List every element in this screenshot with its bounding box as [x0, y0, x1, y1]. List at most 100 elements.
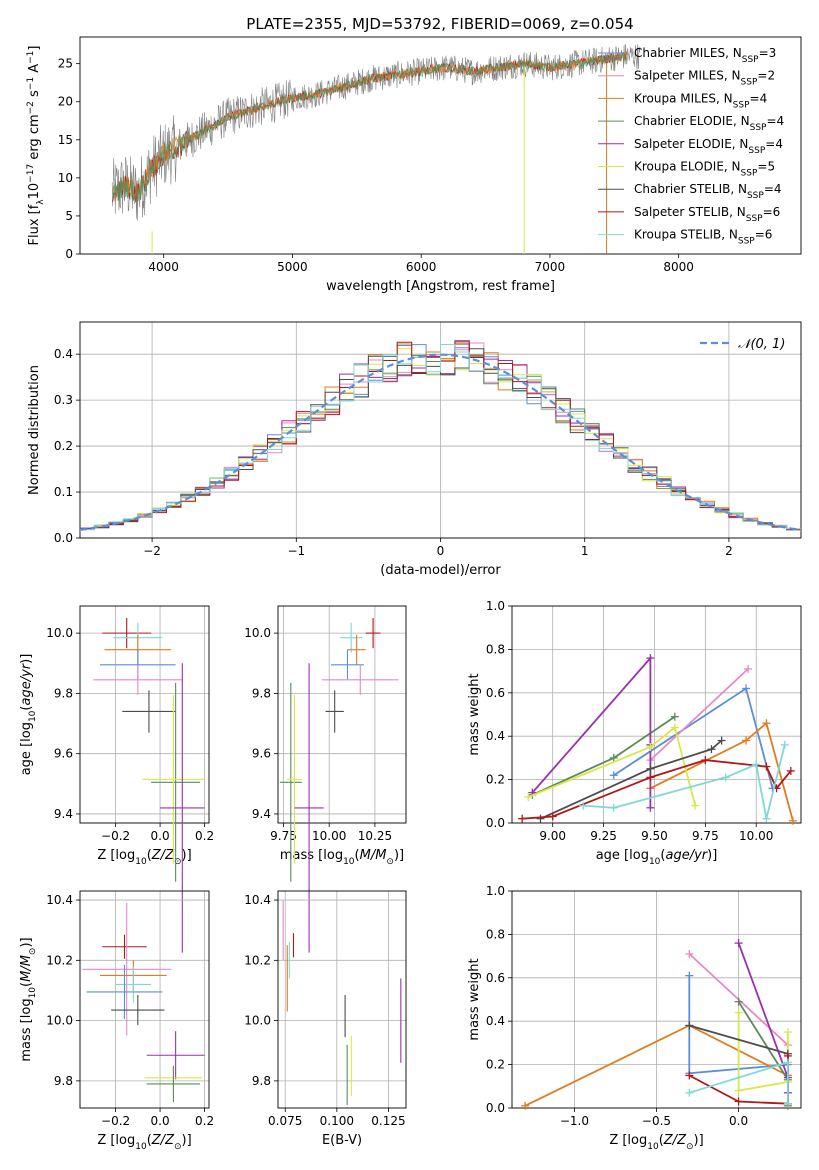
mass-weight-vs-Z-xlabel: Z [log10(Z/Z⊙)] — [609, 1133, 703, 1152]
plot-frame — [277, 605, 407, 824]
errorbar-point — [287, 694, 302, 864]
weight-line-chabrier-stelib — [540, 739, 723, 820]
y-tick-label: 9.6 — [54, 747, 73, 761]
errorbar-point — [294, 663, 324, 953]
y-tick-label: 0.2 — [486, 773, 505, 787]
x-tick-label: −0.2 — [101, 1114, 130, 1128]
x-tick-label: 5000 — [277, 260, 308, 274]
weight-marker — [685, 1071, 694, 1080]
x-tick-label: 0.100 — [320, 1114, 354, 1128]
y-tick-label: 20 — [58, 95, 73, 109]
errorbar-point — [340, 622, 363, 653]
y-tick-label: 0.0 — [486, 1101, 505, 1115]
y-tick-label: 10.0 — [244, 626, 271, 640]
x-tick-label: 0.075 — [268, 1114, 302, 1128]
residuals-panel: −2 −1 0 1 2 0.0 0.1 0.2 0.3 0.4 (data-model)/error… — [27, 321, 802, 578]
errorbar-point — [146, 1031, 205, 1080]
errorbar-point — [321, 664, 399, 695]
weight-marker — [524, 792, 533, 801]
weight-marker — [752, 760, 761, 769]
weight-marker — [548, 812, 557, 821]
errorbar-point — [111, 994, 165, 1026]
y-tick-label: 5 — [65, 209, 73, 223]
weight-marker — [536, 814, 545, 823]
mass-weight-vs-age-xlabel: age [log10(age/yr)] — [596, 848, 718, 867]
mass-vs-Z-xlabel: Z [log10(Z/Z⊙)] — [97, 1133, 191, 1152]
figure-title: PLATE=2355, MJD=53792, FIBERID=0069, z=0… — [246, 15, 633, 33]
x-tick-label: 6000 — [406, 260, 437, 274]
weight-marker — [670, 712, 679, 721]
weight-marker — [762, 814, 771, 823]
weight-marker — [646, 803, 655, 812]
weight-marker — [734, 1086, 743, 1095]
errorbar-point — [365, 618, 381, 649]
x-tick-label: 0 — [437, 544, 445, 558]
errorbar-point — [142, 694, 205, 864]
histogram-kroupa-stelib — [80, 344, 801, 531]
age-vs-mass-xlabel: mass [log10(M/M⊙)] — [280, 848, 404, 867]
weight-marker — [742, 736, 751, 745]
weight-marker — [734, 1097, 743, 1106]
plot-frame — [277, 890, 407, 1109]
age-vs-Z-xlabel: Z [log10(Z/Z⊙)] — [97, 848, 191, 867]
legend-entry: Kroupa ELODIE, NSSP=5 — [634, 160, 775, 179]
x-tick-label: 0.0 — [151, 1114, 170, 1128]
legend-entry: Kroupa STELIB, NSSP=6 — [634, 228, 772, 247]
x-tick-label: −1.0 — [560, 1114, 589, 1128]
legend-entry: Chabrier STELIB, NSSP=4 — [634, 182, 782, 201]
weight-marker — [762, 762, 771, 771]
weight-marker — [788, 816, 797, 825]
weight-marker — [744, 664, 753, 673]
y-tick-label: 0.1 — [54, 485, 73, 499]
y-tick-label: 0.4 — [486, 729, 505, 743]
y-tick-label: 9.8 — [252, 686, 271, 700]
model-spectrum-chabrier-elodie — [112, 52, 628, 202]
errorbar-point — [279, 682, 302, 882]
y-tick-label: 0.3 — [54, 393, 73, 407]
weight-marker — [691, 801, 700, 810]
weight-marker — [717, 736, 726, 745]
residuals-ylabel: Normed distribution — [27, 365, 42, 495]
weight-line-salpeter-miles — [649, 668, 749, 761]
errorbar-point — [115, 966, 152, 1003]
errorbar-point — [160, 663, 205, 953]
plot-frame — [79, 890, 210, 1109]
weight-marker — [609, 771, 618, 780]
x-tick-label: 8000 — [663, 260, 694, 274]
x-tick-label: 0.2 — [195, 1114, 214, 1128]
spectrum-ylabel: Flux [fλ10−17 erg cm−2 s−1 A−1] — [26, 46, 46, 246]
legend-entry: Salpeter ELODIE, NSSP=4 — [634, 137, 783, 156]
weight-marker — [721, 773, 730, 782]
weight-marker — [783, 1058, 792, 1067]
x-tick-label: 9.25 — [590, 829, 617, 843]
y-tick-label: 15 — [58, 133, 73, 147]
y-tick-label: 9.8 — [54, 686, 73, 700]
errorbar-point — [122, 690, 176, 733]
errorbar-point — [82, 903, 172, 1036]
y-tick-label: 0.4 — [486, 1014, 505, 1028]
x-tick-label: 4000 — [148, 260, 179, 274]
y-tick-label: 0.6 — [486, 971, 505, 985]
y-tick-label: 0.2 — [486, 1058, 505, 1072]
age-vs-Z-panel: −0.2 0.0 0.2 9.4 9.6 9.8 10.0 Z [log10(Z/Z⊙)] ag… — [19, 605, 214, 953]
x-tick-label: 0.2 — [195, 829, 214, 843]
mass-vs-ebv-panel: 0.075 0.100 0.125 9.8 10.0 10.2 10.4 E(B-V) — [244, 890, 407, 1148]
weight-marker — [609, 803, 618, 812]
legend-entry: Salpeter STELIB, NSSP=6 — [634, 205, 780, 224]
weight-marker — [734, 1008, 743, 1017]
x-tick-label: −2 — [143, 544, 161, 558]
errorbar-point — [331, 649, 364, 680]
y-tick-label: 0.8 — [486, 927, 505, 941]
weight-marker — [783, 1099, 792, 1108]
x-tick-label: −1 — [287, 544, 305, 558]
errorbar-point — [86, 964, 163, 1020]
y-tick-label: 9.8 — [252, 1074, 271, 1088]
weight-marker — [701, 756, 710, 765]
mass-vs-ebv-xlabel: E(B-V) — [322, 1133, 362, 1148]
weight-line-salpeter-stelib — [522, 759, 792, 820]
normal-curve — [79, 353, 802, 531]
weight-marker — [518, 814, 527, 823]
spectrum-panel: 4000 5000 6000 7000 8000 0 5 10 15 20 25 wavelength… — [26, 36, 802, 294]
y-tick-label: 1.0 — [486, 884, 505, 898]
age-vs-Z-ylabel: age [log10(age/yr)] — [19, 654, 38, 776]
